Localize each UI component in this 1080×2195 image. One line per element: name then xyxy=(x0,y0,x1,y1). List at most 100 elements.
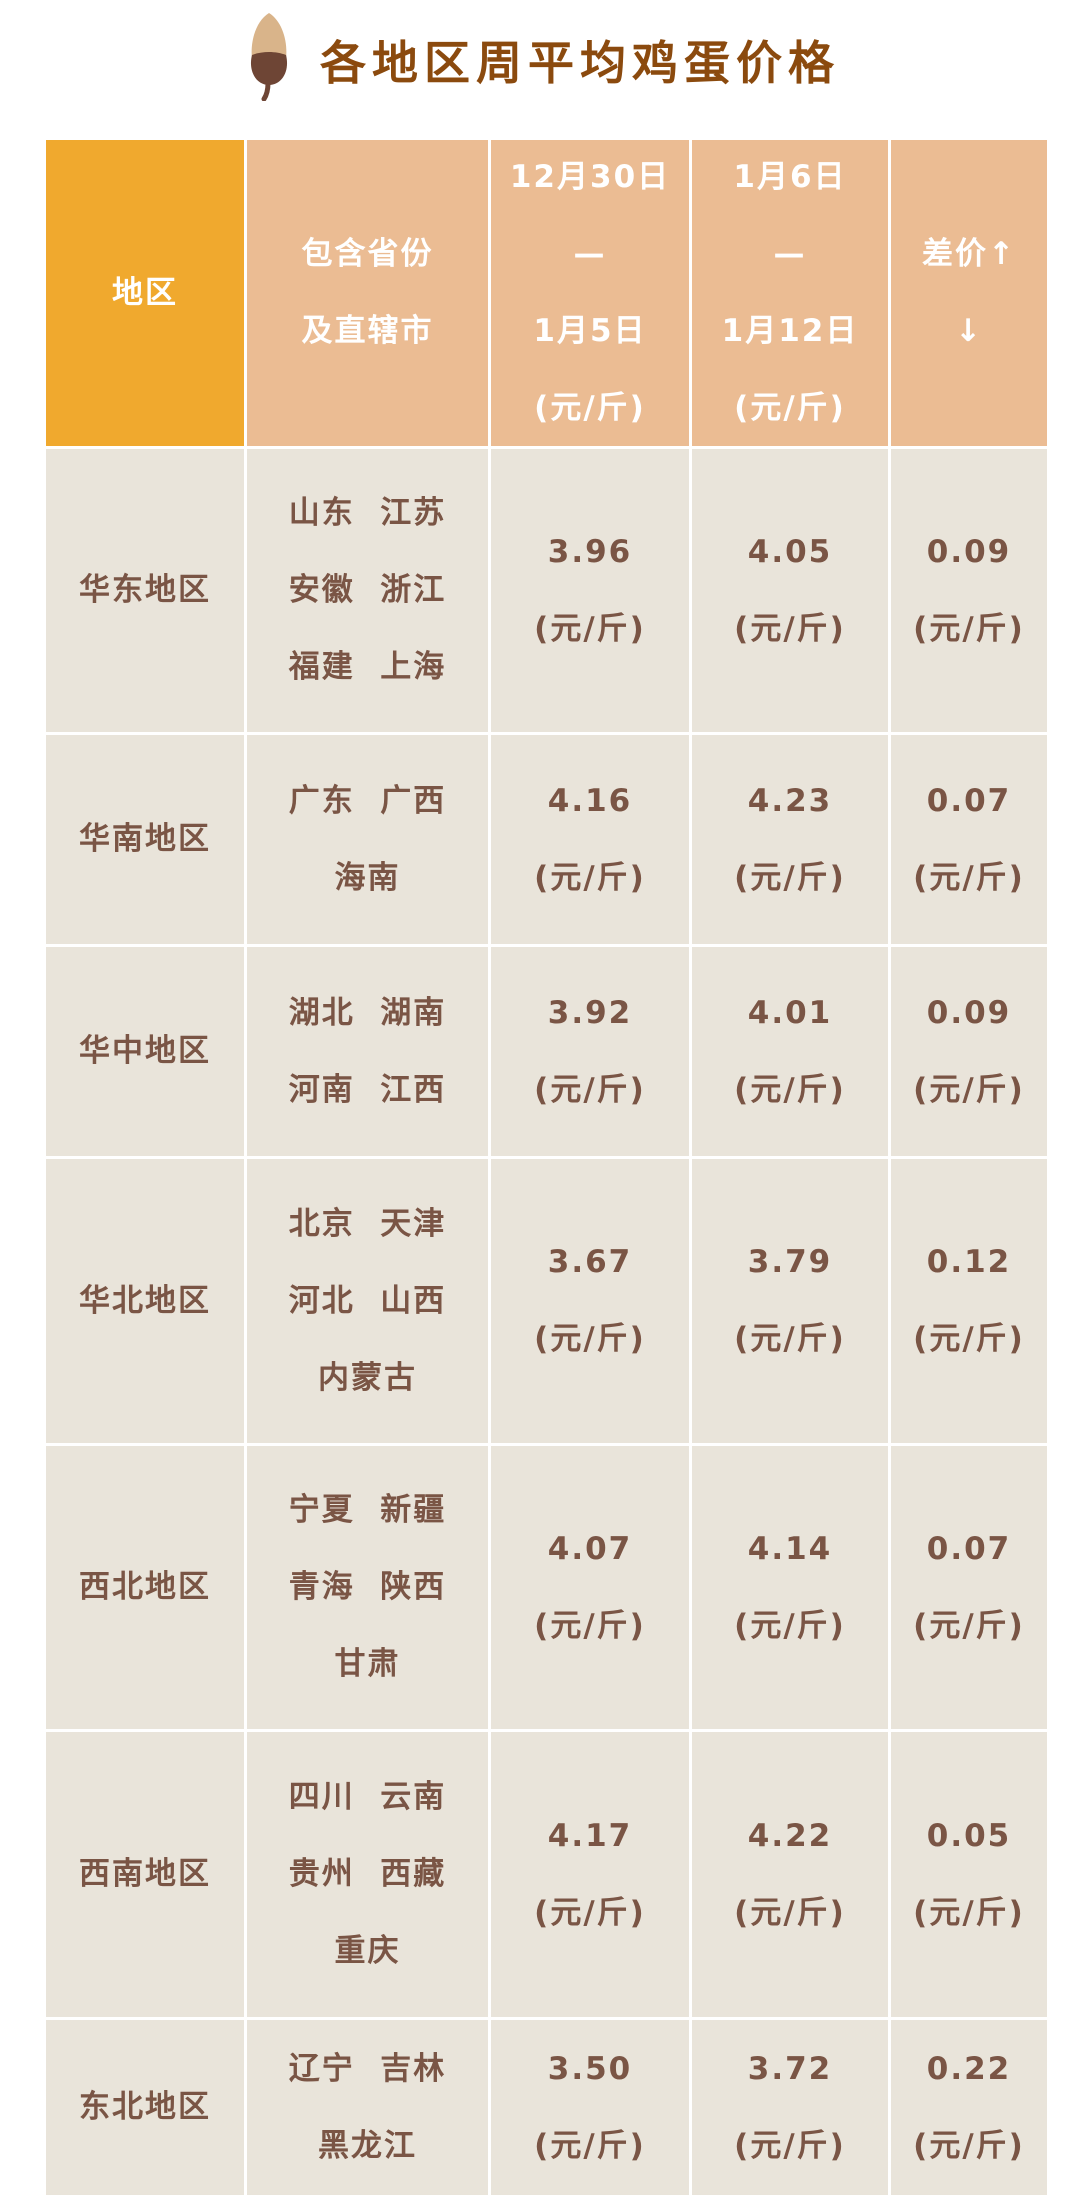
curr-price-cell-line: (元/斤) xyxy=(734,1894,846,1931)
provinces-cell-line: 重庆 xyxy=(334,1933,401,1969)
header-prev-week-line: (元/斤) xyxy=(534,390,646,426)
diff-cell-line: (元/斤) xyxy=(913,1321,1025,1357)
prev-price-cell-line: 3.96 xyxy=(547,533,633,570)
curr-price-cell-line: 4.22 xyxy=(747,1817,833,1854)
prev-price-cell-line: 4.16 xyxy=(547,782,633,819)
region-cell: 华中地区 xyxy=(46,947,244,1156)
provinces-cell: 四川 云南 贵州 西藏 重庆 xyxy=(247,1732,488,2017)
prev-price-cell-line: (元/斤) xyxy=(534,1607,646,1644)
header-provinces-line: 包含省份 xyxy=(301,236,434,272)
curr-price-cell: 3.79 (元/斤) xyxy=(692,1159,888,1443)
curr-price-cell-line: 3.72 xyxy=(747,2050,833,2087)
diff-cell-line: (元/斤) xyxy=(913,1071,1025,1108)
diff-cell-line: 0.09 xyxy=(926,533,1012,570)
provinces-cell-line: 北京 天津 xyxy=(288,1205,447,1242)
prev-price-cell: 3.96 (元/斤) xyxy=(491,449,689,732)
header-prev-week-line: — xyxy=(573,236,607,272)
curr-price-cell-line: 3.79 xyxy=(747,1244,833,1280)
curr-price-cell-line: (元/斤) xyxy=(734,1321,846,1357)
region-cell-line: 西北地区 xyxy=(79,1569,211,1605)
region-cell-line: 华南地区 xyxy=(79,821,211,857)
region-cell-line: 华中地区 xyxy=(79,1033,211,1069)
header-diff: 差价↑ ↓ xyxy=(891,140,1047,446)
region-cell: 西南地区 xyxy=(46,1732,244,2017)
region-cell: 华北地区 xyxy=(46,1159,244,1443)
diff-cell: 0.09 (元/斤) xyxy=(891,947,1047,1156)
provinces-cell-line: 山东 江苏 xyxy=(288,495,447,531)
prev-price-cell-line: (元/斤) xyxy=(534,1071,646,1108)
curr-price-cell-line: (元/斤) xyxy=(734,1071,846,1108)
prev-price-cell-line: (元/斤) xyxy=(534,859,646,896)
prev-price-cell-line: 3.50 xyxy=(547,2050,633,2087)
header-region: 地区 xyxy=(46,140,244,446)
curr-price-cell-line: (元/斤) xyxy=(734,859,846,896)
header-curr-week: 1月6日 — 1月12日 (元/斤) xyxy=(692,140,888,446)
curr-price-cell: 4.05 (元/斤) xyxy=(692,449,888,732)
diff-cell: 0.07 (元/斤) xyxy=(891,1446,1047,1729)
curr-price-cell: 4.01 (元/斤) xyxy=(692,947,888,1156)
diff-cell-line: 0.22 xyxy=(926,2050,1012,2087)
provinces-cell: 北京 天津河北 山西内蒙古 xyxy=(247,1159,488,1443)
provinces-cell-line: 海南 xyxy=(334,859,401,896)
curr-price-cell: 4.22 (元/斤) xyxy=(692,1732,888,2017)
region-cell-line: 华北地区 xyxy=(79,1282,211,1319)
provinces-cell-line: 福建 上海 xyxy=(288,649,447,685)
provinces-cell-line: 贵州 西藏 xyxy=(288,1856,447,1892)
header-curr-week-line: 1月12日 xyxy=(721,313,859,349)
diff-cell-line: (元/斤) xyxy=(913,1894,1025,1931)
header-prev-week: 12月30日 — 1月5日 (元/斤) xyxy=(491,140,689,446)
prev-price-cell-line: (元/斤) xyxy=(534,1321,646,1357)
region-cell: 东北地区 xyxy=(46,2020,244,2195)
header-diff-line: 差价↑ xyxy=(922,236,1016,272)
provinces-cell: 广东 广西 海南 xyxy=(247,735,488,944)
diff-cell-line: (元/斤) xyxy=(913,2127,1025,2164)
prev-price-cell: 4.17 (元/斤) xyxy=(491,1732,689,2017)
prev-price-cell: 4.07 (元/斤) xyxy=(491,1446,689,1729)
diff-cell-line: 0.07 xyxy=(926,1530,1012,1567)
diff-cell: 0.22 (元/斤) xyxy=(891,2020,1047,2195)
region-cell: 华南地区 xyxy=(46,735,244,944)
curr-price-cell: 3.72 (元/斤) xyxy=(692,2020,888,2195)
header-prev-week-line: 1月5日 xyxy=(533,313,647,349)
page-title: 各地区周平均鸡蛋价格 xyxy=(320,36,840,90)
header-region-line: 地区 xyxy=(112,274,178,311)
provinces-cell-line: 广东 广西 xyxy=(288,782,447,819)
curr-price-cell: 4.23 (元/斤) xyxy=(692,735,888,944)
prev-price-cell-line: 4.07 xyxy=(547,1530,633,1567)
diff-cell-line: (元/斤) xyxy=(913,610,1025,647)
diff-cell-line: 0.07 xyxy=(926,782,1012,819)
diff-cell: 0.09 (元/斤) xyxy=(891,449,1047,732)
header-provinces: 包含省份 及直辖市 xyxy=(247,140,488,446)
prev-price-cell-line: (元/斤) xyxy=(534,1894,646,1931)
diff-cell: 0.12 (元/斤) xyxy=(891,1159,1047,1443)
prev-price-cell-line: 3.67 xyxy=(547,1244,633,1280)
header-curr-week-line: — xyxy=(773,236,807,272)
curr-price-cell-line: (元/斤) xyxy=(734,2127,846,2164)
region-cell-line: 东北地区 xyxy=(79,2089,211,2125)
diff-cell-line: (元/斤) xyxy=(913,1607,1025,1644)
diff-cell: 0.05 (元/斤) xyxy=(891,1732,1047,2017)
provinces-cell-line: 河南 江西 xyxy=(288,1071,447,1108)
provinces-cell-line: 河北 山西 xyxy=(288,1282,447,1319)
provinces-cell-line: 湖北 湖南 xyxy=(288,994,447,1031)
curr-price-cell-line: 4.05 xyxy=(747,533,833,570)
diff-cell-line: 0.05 xyxy=(926,1817,1012,1854)
curr-price-cell-line: 4.01 xyxy=(747,994,833,1031)
egg-price-table: 地区 包含省份 及直辖市 12月30日 — 1月5日 (元/斤) 1月6日 — 1月12日 (元/斤… xyxy=(46,140,1047,2195)
curr-price-cell: 4.14 (元/斤) xyxy=(692,1446,888,1729)
diff-cell-line: 0.09 xyxy=(926,994,1012,1031)
provinces-cell-line: 内蒙古 xyxy=(318,1359,417,1396)
prev-price-cell: 3.67 (元/斤) xyxy=(491,1159,689,1443)
provinces-cell-line: 宁夏 新疆 xyxy=(288,1492,447,1528)
curr-price-cell-line: 4.23 xyxy=(747,782,833,819)
provinces-cell: 山东 江苏 安徽 浙江 福建 上海 xyxy=(247,449,488,732)
provinces-cell-line: 辽宁 吉林 xyxy=(288,2050,447,2087)
diff-cell: 0.07 (元/斤) xyxy=(891,735,1047,944)
prev-price-cell: 3.50 (元/斤) xyxy=(491,2020,689,2195)
curr-price-cell-line: (元/斤) xyxy=(734,1607,846,1644)
prev-price-cell-line: 4.17 xyxy=(547,1817,633,1854)
region-cell: 华东地区 xyxy=(46,449,244,732)
region-cell: 西北地区 xyxy=(46,1446,244,1729)
region-cell-line: 华东地区 xyxy=(79,572,211,608)
acorn-icon xyxy=(250,13,288,101)
